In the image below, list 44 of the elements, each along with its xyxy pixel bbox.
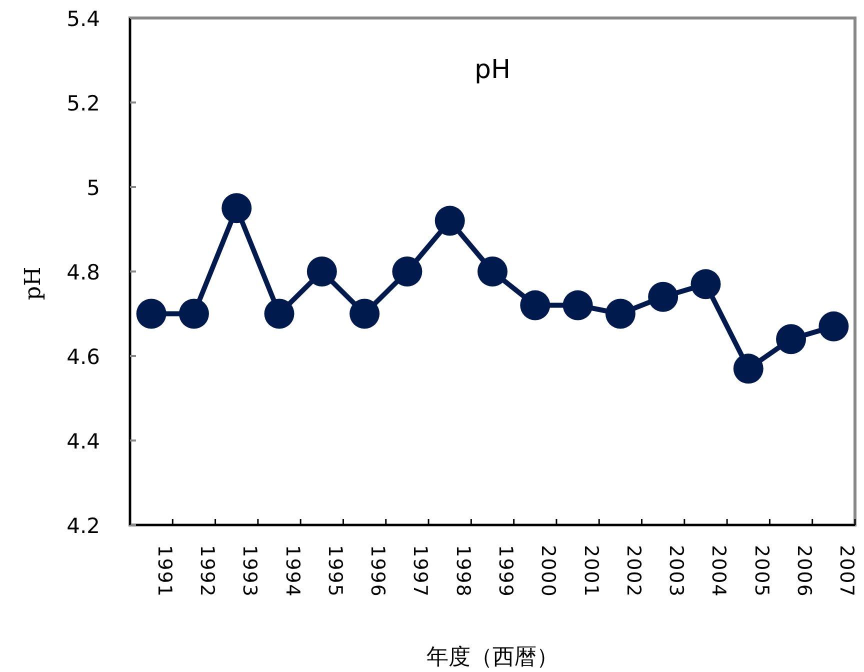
x-tick-label: 2003 xyxy=(665,545,688,598)
point xyxy=(178,298,209,329)
point xyxy=(605,298,636,329)
point xyxy=(434,206,465,236)
x-tick-label: 2000 xyxy=(537,545,560,598)
y-tick-label: 4.2 xyxy=(66,514,100,538)
x-tick-label: 2007 xyxy=(836,545,858,598)
point xyxy=(818,311,849,342)
x-tick-label: 2004 xyxy=(708,545,730,598)
y-tick-label: 5.4 xyxy=(66,7,100,31)
point xyxy=(350,298,380,329)
x-tick-label: 1996 xyxy=(366,545,389,598)
point xyxy=(562,290,593,320)
point xyxy=(264,298,294,329)
x-tick-label: 1995 xyxy=(324,545,346,598)
point xyxy=(136,298,166,329)
x-tick-label: 1993 xyxy=(238,545,261,598)
y-tick-label: 4.4 xyxy=(66,430,100,454)
point xyxy=(478,256,508,286)
point xyxy=(520,290,550,320)
y-tick-label: 4.6 xyxy=(66,345,100,369)
y-axis-title: pH xyxy=(21,266,46,300)
x-tick-label: 1997 xyxy=(409,545,432,598)
point xyxy=(222,193,252,224)
y-tick-label: 5.2 xyxy=(66,92,100,116)
x-tick-label: 1992 xyxy=(196,545,218,598)
point xyxy=(776,324,806,354)
x-tick-label: 1994 xyxy=(281,545,304,598)
x-axis-title: 年度（西暦） xyxy=(426,645,558,670)
x-tick-label: 2005 xyxy=(750,545,772,598)
x-tick-label: 1991 xyxy=(153,545,176,598)
x-tick-label: 2002 xyxy=(622,545,644,598)
x-tick-label: 2006 xyxy=(793,545,816,598)
point xyxy=(648,282,678,312)
text: pH xyxy=(474,55,511,85)
x-tick-label: 1998 xyxy=(452,545,474,598)
y-tick-label: 4.8 xyxy=(66,260,100,284)
point xyxy=(690,269,721,300)
point xyxy=(392,256,422,286)
point xyxy=(733,354,764,384)
x-tick-label: 2001 xyxy=(580,545,602,598)
x-tick-label: 1999 xyxy=(494,545,516,598)
point xyxy=(306,256,337,286)
y-tick-label: 5 xyxy=(86,176,100,200)
